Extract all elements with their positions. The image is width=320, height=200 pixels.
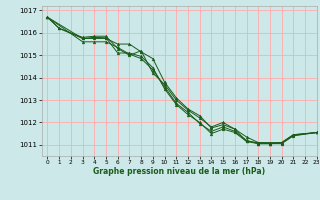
X-axis label: Graphe pression niveau de la mer (hPa): Graphe pression niveau de la mer (hPa) bbox=[93, 167, 265, 176]
